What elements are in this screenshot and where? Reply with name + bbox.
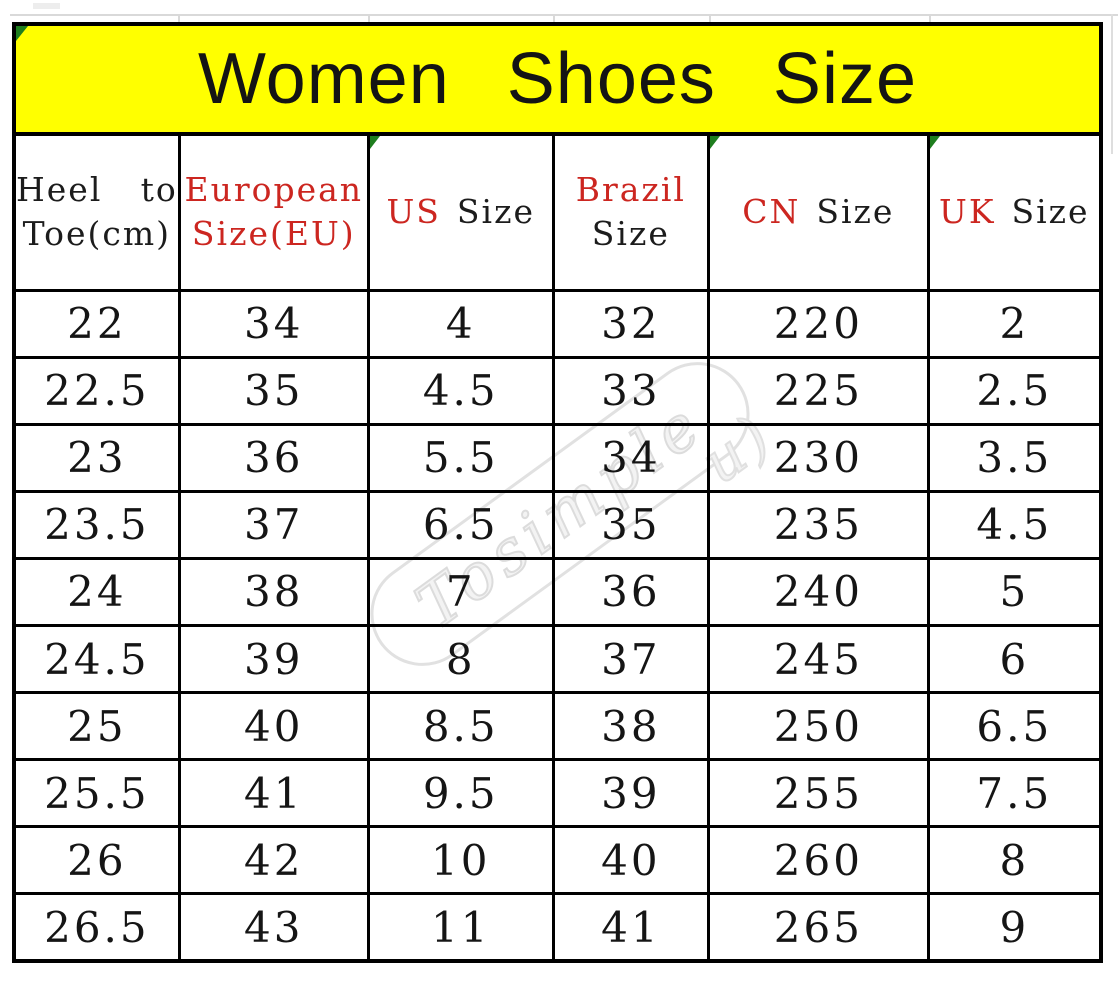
- table-cell: 8: [926, 825, 1103, 896]
- table-cell: 4: [366, 288, 555, 359]
- grid-tick: [709, 14, 711, 23]
- table-cell: 7: [366, 556, 555, 627]
- table-cell: 245: [707, 623, 930, 695]
- table-cell: 235: [707, 489, 930, 560]
- table-cell: 10: [366, 825, 555, 896]
- table-cell: 250: [707, 691, 930, 762]
- table-cell: 36: [177, 422, 370, 493]
- col-header-us-size: US Size: [366, 132, 555, 292]
- table-cell: 260: [707, 825, 930, 896]
- table-cell: 24.5: [12, 623, 181, 695]
- table-cell: 22: [12, 288, 181, 359]
- table-cell: 24: [12, 556, 181, 627]
- table-cell: 25.5: [12, 758, 181, 829]
- table-row: 26.5 43 11 41 265 9: [12, 892, 1103, 963]
- table-cell: 40: [551, 825, 711, 896]
- title-banner: Women Shoes Size: [12, 22, 1103, 132]
- grid-tick: [553, 14, 555, 23]
- table-row: 22.5 35 4.5 33 225 2.5: [12, 355, 1103, 426]
- table-cell: 37: [177, 489, 370, 560]
- table-cell: 7.5: [926, 758, 1103, 829]
- table-cell: 41: [551, 892, 711, 963]
- grid-cell-box: [33, 3, 60, 9]
- table-cell: 23: [12, 422, 181, 493]
- col-header-uk-size: UK Size: [926, 132, 1103, 292]
- header-line: Toe(cm): [22, 214, 172, 254]
- table-row: 23 36 5.5 34 230 3.5: [12, 422, 1103, 493]
- table-cell: 38: [177, 556, 370, 627]
- table-row: 25 40 8.5 38 250 6.5: [12, 691, 1103, 762]
- header-line: Heel to: [16, 169, 178, 209]
- table-cell: 38: [551, 691, 711, 762]
- table-cell: 37: [551, 623, 711, 695]
- table-cell: 2: [926, 288, 1103, 359]
- table-row: 25.5 41 9.5 39 255 7.5: [12, 758, 1103, 829]
- table-cell: 5: [926, 556, 1103, 627]
- size-table: Heel to Toe(cm) European Size(EU) US Size…: [12, 132, 1103, 963]
- table-cell: 34: [177, 288, 370, 359]
- table-cell: 11: [366, 892, 555, 963]
- table-cell: 35: [551, 489, 711, 560]
- table-cell: 4.5: [366, 355, 555, 426]
- col-header-eu-size: European Size(EU): [177, 132, 370, 292]
- table-cell: 39: [177, 623, 370, 695]
- table-row: 26 42 10 40 260 8: [12, 825, 1103, 896]
- grid-line-right: [1111, 14, 1113, 154]
- table-cell: 265: [707, 892, 930, 963]
- comment-triangle-icon: [16, 26, 28, 41]
- table-cell: 25: [12, 691, 181, 762]
- comment-triangle-icon: [371, 137, 380, 149]
- table-cell: 43: [177, 892, 370, 963]
- table-cell: 36: [551, 556, 711, 627]
- table-cell: 26.5: [12, 892, 181, 963]
- size-table-body: 22 34 4 32 220 2 22.5 35 4.5 33 225 2.5 23 36 5.5 34 230…: [12, 288, 1103, 963]
- table-cell: 41: [177, 758, 370, 829]
- table-cell: 26: [12, 825, 181, 896]
- grid-line-horizontal: [10, 14, 1118, 16]
- table-cell: 8.5: [366, 691, 555, 762]
- grid-tick: [368, 14, 370, 23]
- table-cell: 32: [551, 288, 711, 359]
- table-cell: 34: [551, 422, 711, 493]
- table-cell: 42: [177, 825, 370, 896]
- table-cell: 35: [177, 355, 370, 426]
- table-row: 22 34 4 32 220 2: [12, 288, 1103, 359]
- page-title: Women Shoes Size: [198, 39, 917, 119]
- table-cell: 3.5: [926, 422, 1103, 493]
- col-header-brazil-size: Brazil Size: [551, 132, 711, 292]
- table-cell: 39: [551, 758, 711, 829]
- comment-triangle-icon: [711, 137, 721, 149]
- table-cell: 8: [366, 623, 555, 695]
- table-cell: 5.5: [366, 422, 555, 493]
- table-cell: 6.5: [926, 691, 1103, 762]
- table-row: 23.5 37 6.5 35 235 4.5: [12, 489, 1103, 560]
- table-row: 24 38 7 36 240 5: [12, 556, 1103, 627]
- col-header-cn-size: CN Size: [707, 132, 930, 292]
- table-cell: 230: [707, 422, 930, 493]
- table-cell: 33: [551, 355, 711, 426]
- table-cell: 9.5: [366, 758, 555, 829]
- header-row: Heel to Toe(cm) European Size(EU) US Size…: [12, 132, 1103, 292]
- col-header-heel-to-toe: Heel to Toe(cm): [12, 132, 181, 292]
- grid-tick: [929, 14, 931, 23]
- table-cell: 2.5: [926, 355, 1103, 426]
- table-row: 24.5 39 8 37 245 6: [12, 623, 1103, 695]
- table-cell: 40: [177, 691, 370, 762]
- table-cell: 220: [707, 288, 930, 359]
- grid-tick: [178, 14, 180, 23]
- comment-triangle-icon: [931, 137, 940, 149]
- table-cell: 6.5: [366, 489, 555, 560]
- table-cell: 6: [926, 623, 1103, 695]
- table-cell: 4.5: [926, 489, 1103, 560]
- table-cell: 23.5: [12, 489, 181, 560]
- table-cell: 9: [926, 892, 1103, 963]
- table-cell: 225: [707, 355, 930, 426]
- table-cell: 255: [707, 758, 930, 829]
- table-cell: 22.5: [12, 355, 181, 426]
- table-cell: 240: [707, 556, 930, 627]
